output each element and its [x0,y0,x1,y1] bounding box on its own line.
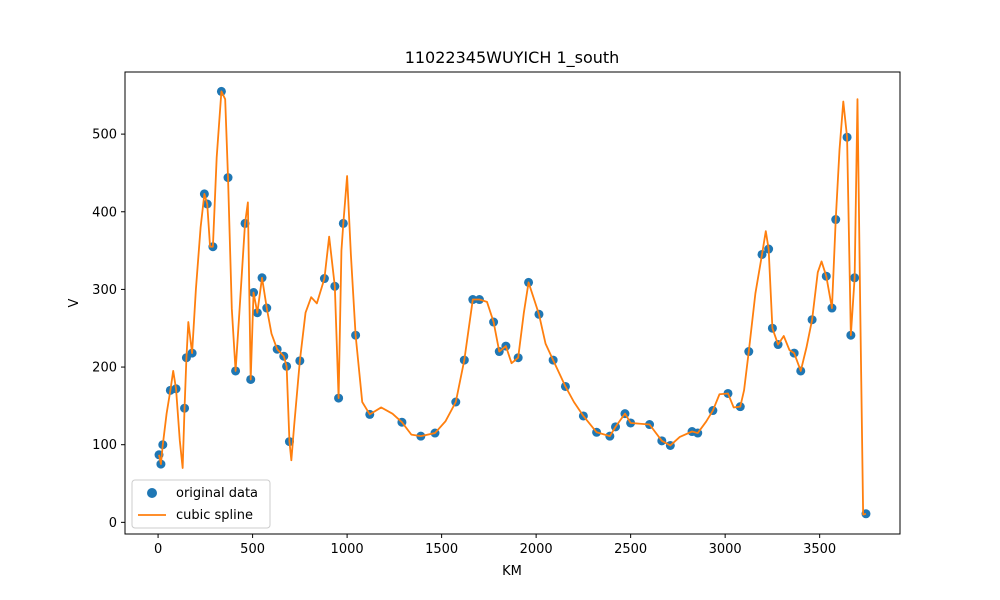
series-layer [154,86,871,519]
chart-title: 11022345WUYICH 1_south [405,48,620,68]
x-tick-label: 2000 [520,542,553,557]
legend-label-original-data: original data [176,486,258,501]
y-tick-label: 100 [92,438,117,453]
y-tick-label: 400 [92,205,117,220]
legend: original data cubic spline [131,479,271,529]
plot-frame [124,71,901,535]
x-tick-label: 0 [154,542,162,557]
legend-box [131,479,271,529]
cubic-spline-line [158,90,867,516]
legend-marker-original-data [147,488,157,498]
y-axis-label: V [67,298,82,307]
y-tick-label: 0 [109,516,117,531]
y-tick-label: 200 [92,361,117,376]
x-tick-label: 2500 [614,542,647,557]
x-tick-label: 1500 [425,542,458,557]
y-tick-label: 500 [92,128,117,143]
x-tick-label: 3000 [709,542,742,557]
plot-area [124,71,901,535]
y-tick-label: 300 [92,283,117,298]
x-tick-label: 3500 [803,542,836,557]
x-axis: 0 500 1000 1500 2000 2500 3000 3500 [154,534,836,557]
legend-label-cubic-spline: cubic spline [176,508,253,523]
y-axis: 0 100 200 300 400 500 [92,128,125,531]
x-axis-label: KM [502,564,522,579]
x-tick-label: 1000 [331,542,364,557]
x-tick-label: 500 [240,542,265,557]
